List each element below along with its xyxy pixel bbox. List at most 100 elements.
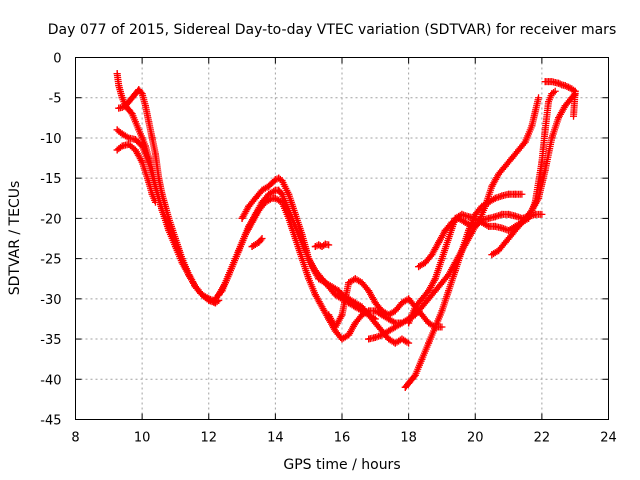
data-point [471, 214, 479, 222]
y-tick-label: -35 [40, 333, 61, 348]
x-tick-label: 14 [267, 431, 284, 446]
y-tick-label: -15 [40, 172, 61, 187]
data-point [438, 255, 446, 263]
data-point [551, 78, 559, 86]
data-point [138, 158, 146, 166]
data-point [508, 154, 516, 162]
data-point [438, 307, 446, 315]
data-point [498, 210, 506, 218]
y-axis-title: SDTVAR / TECUs [7, 181, 23, 296]
data-point [535, 94, 543, 102]
x-axis-title: GPS time / hours [283, 457, 400, 473]
data-points [113, 70, 579, 391]
data-point [248, 243, 256, 251]
data-point [485, 214, 493, 222]
data-point [561, 82, 569, 90]
data-point [495, 170, 503, 178]
data-point [501, 239, 509, 247]
chart-title: Day 077 of 2015, Sidereal Day-to-day VTE… [48, 22, 616, 38]
data-point [431, 323, 439, 331]
data-point [398, 319, 406, 327]
data-point [385, 311, 393, 319]
data-point [498, 224, 506, 232]
y-tick-label: -30 [40, 293, 61, 308]
data-point [235, 247, 243, 255]
data-point [265, 190, 273, 198]
data-point [478, 218, 486, 226]
data-point [298, 255, 306, 263]
data-point [405, 319, 413, 327]
data-point [351, 275, 359, 283]
data-point [465, 226, 473, 234]
data-point [228, 263, 236, 271]
data-point [291, 235, 299, 242]
data-point [165, 226, 173, 234]
data-point [311, 267, 319, 275]
data-point [371, 315, 379, 323]
data-point [128, 110, 136, 118]
x-axis-ticks: 8 10 12 14 16 18 20 22 24 [71, 57, 617, 446]
data-point [488, 251, 496, 259]
data-point [115, 104, 123, 112]
data-point [258, 186, 266, 194]
data-point [431, 287, 439, 295]
y-tick-label: -40 [40, 373, 61, 388]
data-point [315, 241, 323, 249]
data-point [141, 102, 149, 110]
data-point [331, 291, 339, 299]
data-point [118, 142, 126, 150]
x-tick-label: 20 [467, 431, 484, 446]
data-point [425, 287, 433, 295]
data-point [338, 311, 346, 319]
data-point [378, 307, 386, 315]
data-point [113, 126, 121, 134]
data-point [271, 194, 279, 202]
data-point [131, 118, 139, 126]
data-point [365, 311, 373, 319]
data-point [468, 222, 476, 230]
data-point [408, 375, 416, 383]
data-point [431, 275, 439, 283]
data-point [458, 210, 466, 218]
data-point [438, 323, 446, 331]
data-point [371, 333, 379, 341]
data-point [405, 379, 413, 387]
data-point [465, 213, 473, 221]
data-point [378, 331, 386, 339]
data-point [325, 311, 333, 319]
y-tick-label: -10 [40, 132, 61, 147]
data-point [371, 299, 379, 307]
data-point [365, 335, 373, 343]
data-point [125, 134, 133, 142]
data-point [565, 83, 573, 91]
data-point [528, 122, 536, 130]
data-point [411, 303, 419, 311]
data-point [551, 87, 559, 95]
series-16 [541, 78, 579, 120]
data-point [278, 190, 286, 198]
data-point [405, 295, 413, 303]
data-point [261, 198, 269, 206]
data-point [118, 130, 126, 138]
data-point [131, 90, 139, 98]
data-point [278, 198, 286, 206]
data-point [515, 222, 523, 230]
data-point [425, 339, 433, 347]
data-point [135, 86, 143, 94]
series-9 [311, 240, 333, 251]
data-point [445, 235, 453, 242]
data-point [501, 162, 509, 170]
data-point [118, 94, 126, 102]
data-point [538, 210, 546, 218]
data-point [425, 295, 433, 303]
data-point [258, 235, 266, 242]
data-point [305, 255, 313, 263]
data-point [521, 214, 529, 222]
data-point [418, 295, 426, 303]
data-point [285, 190, 293, 198]
data-point [358, 307, 366, 315]
data-point [511, 212, 519, 220]
data-point [255, 239, 263, 247]
x-tick-label: 24 [600, 431, 617, 446]
data-point [271, 176, 279, 184]
